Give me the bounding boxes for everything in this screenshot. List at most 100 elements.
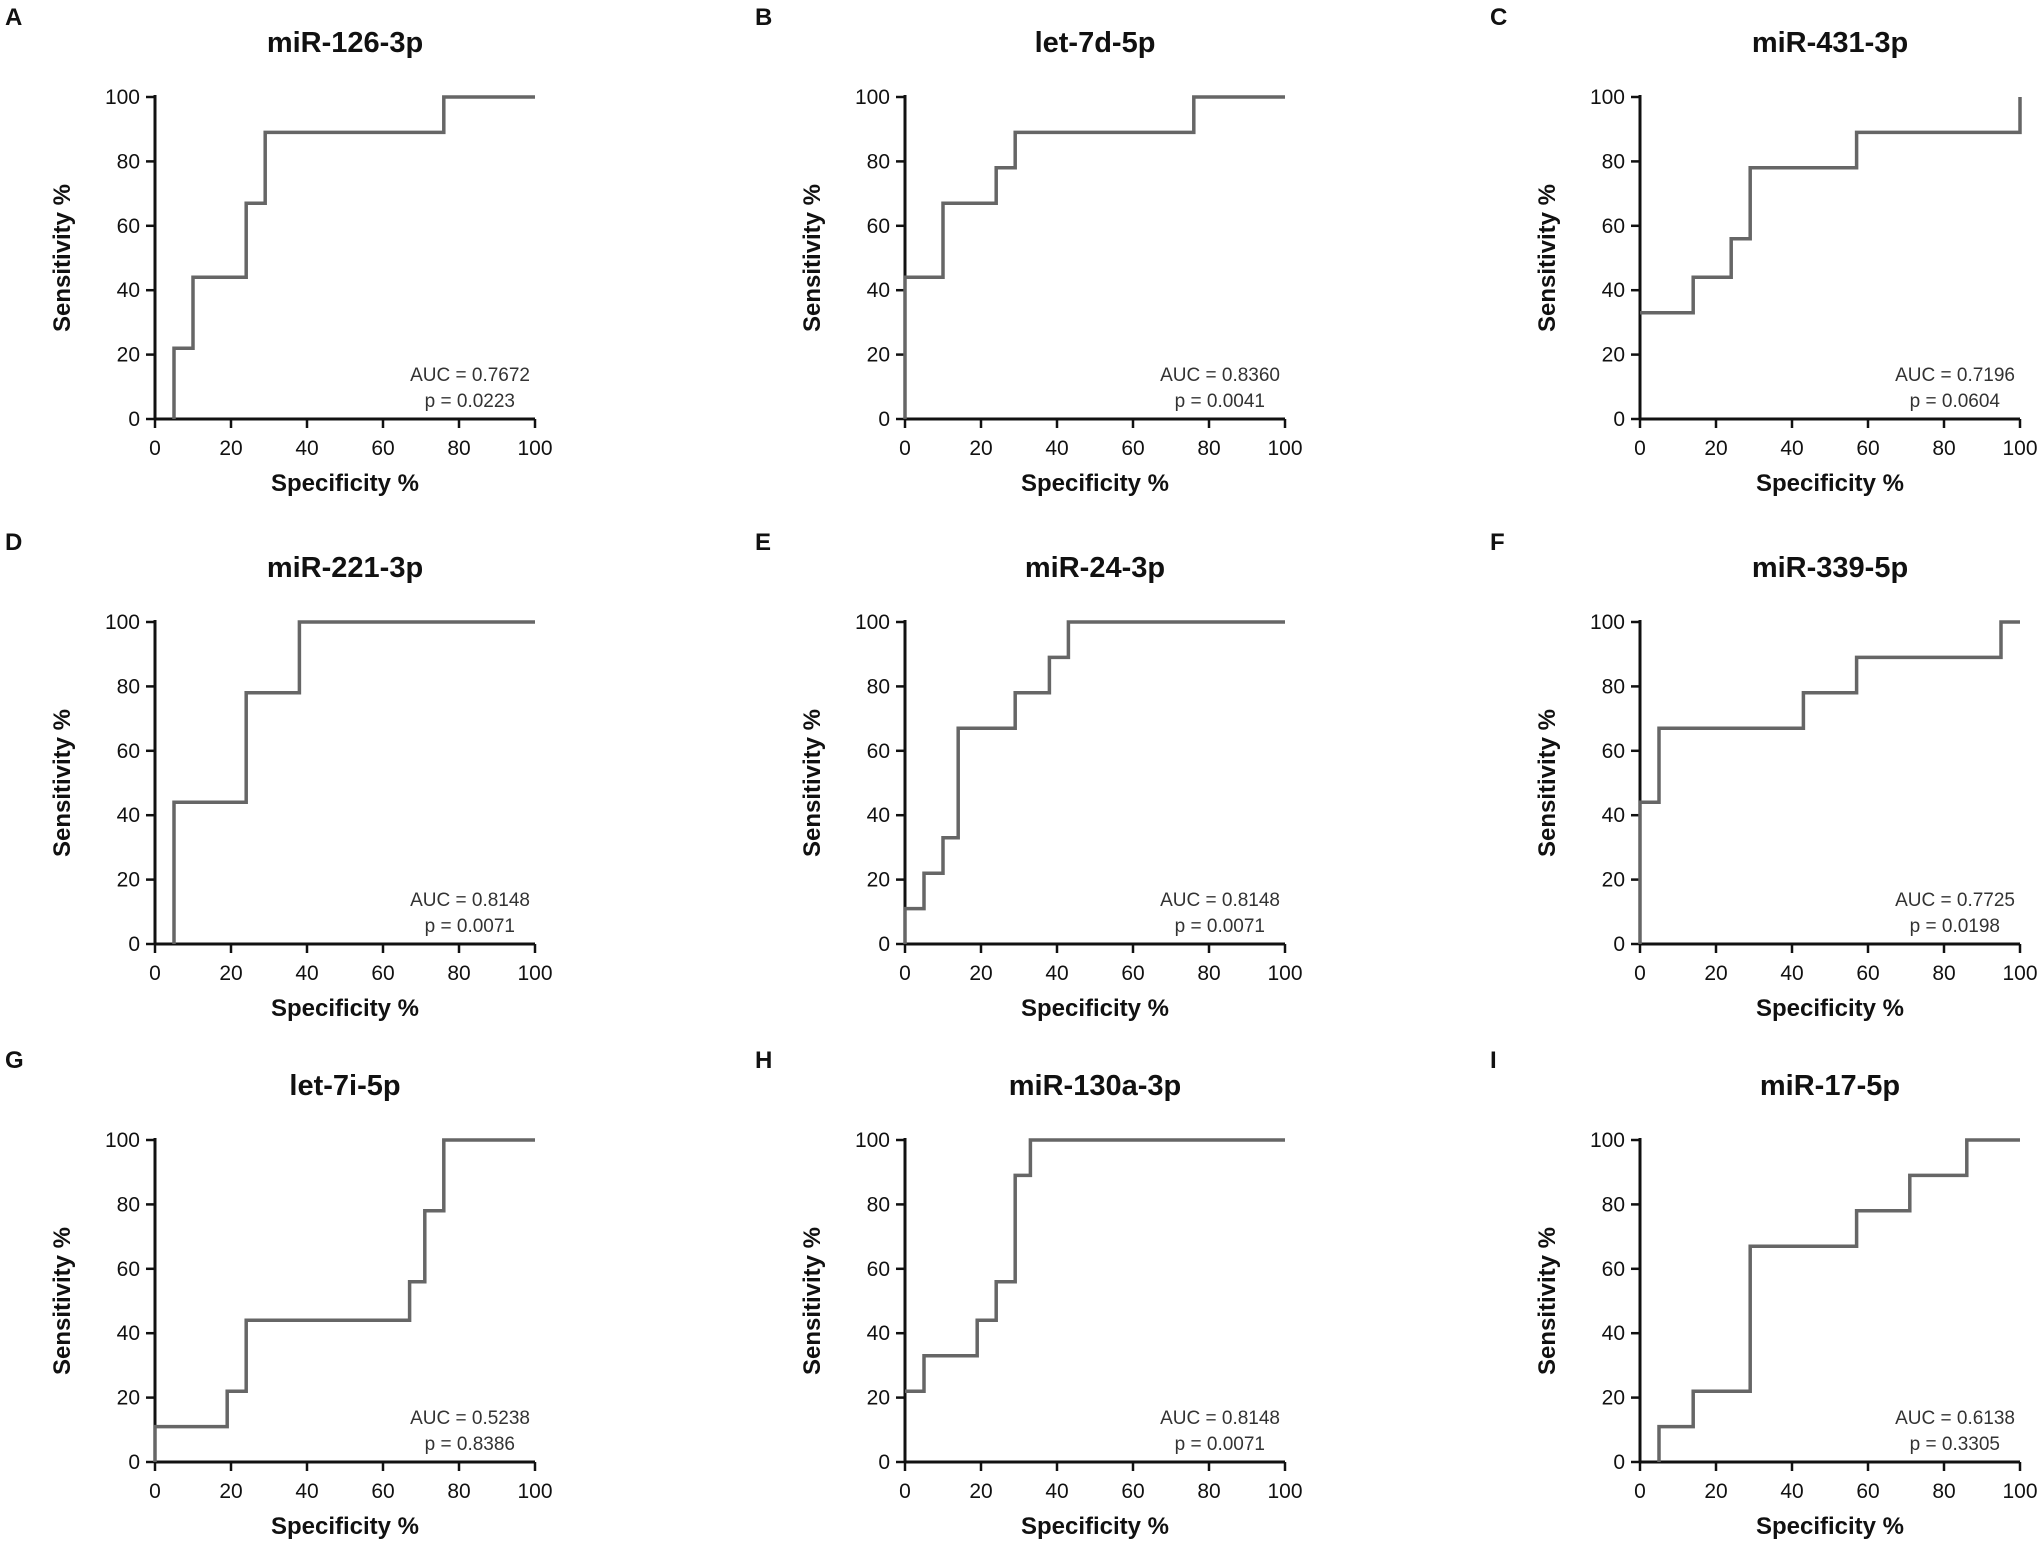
y-axis-label: Sensitivity % (799, 709, 826, 857)
y-tick-label: 100 (855, 86, 890, 109)
y-tick-label: 80 (117, 675, 140, 698)
y-tick-label: 0 (128, 408, 140, 431)
y-tick-label: 0 (1613, 408, 1625, 431)
y-tick-label: 60 (117, 1258, 140, 1281)
y-tick-label: 20 (867, 344, 890, 367)
auc-annotation: AUC = 0.8148 (410, 890, 530, 911)
y-tick-label: 0 (878, 933, 890, 956)
y-axis-label: Sensitivity % (799, 184, 826, 332)
x-tick-label: 20 (219, 962, 242, 985)
y-tick-label: 40 (117, 804, 140, 827)
panel-title: let-7i-5p (289, 1070, 400, 1102)
x-axis-label: Specificity % (1756, 995, 1904, 1022)
y-tick-label: 80 (117, 1193, 140, 1216)
y-tick-label: 40 (1602, 1322, 1625, 1345)
p-value-annotation: p = 0.8386 (425, 1434, 515, 1455)
roc-curve-line (172, 620, 535, 944)
x-tick-label: 80 (1932, 962, 1955, 985)
y-tick-label: 0 (878, 408, 890, 431)
y-tick-label: 100 (105, 611, 140, 634)
x-axis-label: Specificity % (271, 1513, 419, 1540)
y-tick-label: 100 (855, 1129, 890, 1152)
y-tick-label: 60 (117, 740, 140, 763)
x-tick-label: 20 (969, 437, 992, 460)
y-tick-label: 60 (1602, 740, 1625, 763)
y-tick-label: 60 (1602, 215, 1625, 238)
y-tick-label: 80 (867, 1193, 890, 1216)
y-tick-label: 20 (117, 344, 140, 367)
auc-annotation: AUC = 0.7196 (1895, 365, 2015, 386)
x-tick-label: 80 (447, 1480, 470, 1503)
x-tick-label: 100 (1267, 1480, 1302, 1503)
panel-letter: B (755, 4, 772, 31)
p-value-annotation: p = 0.3305 (1910, 1434, 2000, 1455)
panel-letter: E (755, 529, 771, 556)
y-tick-label: 40 (867, 279, 890, 302)
panel-title: miR-126-3p (267, 27, 423, 59)
auc-annotation: AUC = 0.8148 (1160, 1408, 1280, 1429)
panel-letter: F (1490, 529, 1505, 556)
p-value-annotation: p = 0.0198 (1910, 916, 2000, 937)
y-tick-label: 20 (1602, 344, 1625, 367)
x-tick-label: 0 (1634, 1480, 1646, 1503)
y-axis-label: Sensitivity % (49, 1227, 76, 1375)
y-tick-label: 100 (105, 1129, 140, 1152)
x-tick-label: 60 (1121, 962, 1144, 985)
x-tick-label: 80 (1197, 1480, 1220, 1503)
panel-title: miR-17-5p (1760, 1070, 1900, 1102)
x-tick-label: 80 (1197, 437, 1220, 460)
x-tick-label: 0 (899, 1480, 911, 1503)
x-tick-label: 60 (371, 1480, 394, 1503)
roc-curve-line (1657, 1138, 2020, 1462)
panel-letter: A (5, 4, 22, 31)
y-tick-label: 40 (117, 279, 140, 302)
x-tick-label: 100 (517, 962, 552, 985)
y-tick-label: 0 (878, 1451, 890, 1474)
p-value-annotation: p = 0.0071 (1175, 1434, 1265, 1455)
y-tick-label: 20 (867, 1387, 890, 1410)
y-tick-label: 100 (855, 611, 890, 634)
x-axis-label: Specificity % (271, 470, 419, 497)
roc-curve-line (1638, 620, 2020, 944)
x-tick-label: 80 (447, 437, 470, 460)
y-tick-label: 80 (867, 675, 890, 698)
y-axis-label: Sensitivity % (49, 184, 76, 332)
x-axis-label: Specificity % (271, 995, 419, 1022)
panel-letter: H (755, 1047, 772, 1074)
x-axis-label: Specificity % (1021, 1513, 1169, 1540)
x-tick-label: 40 (1780, 1480, 1803, 1503)
panel-title: let-7d-5p (1035, 27, 1156, 59)
x-tick-label: 0 (899, 962, 911, 985)
y-tick-label: 20 (117, 1387, 140, 1410)
x-tick-label: 0 (899, 437, 911, 460)
p-value-annotation: p = 0.0604 (1910, 391, 2001, 412)
auc-annotation: AUC = 0.5238 (410, 1408, 530, 1429)
x-tick-label: 20 (1704, 437, 1727, 460)
y-tick-label: 80 (117, 150, 140, 173)
y-tick-label: 80 (867, 150, 890, 173)
y-tick-label: 0 (128, 933, 140, 956)
y-axis-label: Sensitivity % (49, 709, 76, 857)
p-value-annotation: p = 0.0071 (425, 916, 515, 937)
panel-title: miR-130a-3p (1009, 1070, 1181, 1102)
y-tick-label: 100 (105, 86, 140, 109)
y-tick-label: 40 (867, 804, 890, 827)
x-tick-label: 20 (1704, 1480, 1727, 1503)
p-value-annotation: p = 0.0041 (1175, 391, 1265, 412)
roc-curve-line (172, 95, 535, 419)
x-tick-label: 40 (1045, 1480, 1068, 1503)
x-tick-label: 40 (1780, 962, 1803, 985)
roc-curve-line (153, 1138, 535, 1462)
y-tick-label: 40 (867, 1322, 890, 1345)
roc-curve-line (903, 620, 1285, 944)
x-axis-label: Specificity % (1021, 995, 1169, 1022)
x-tick-label: 100 (517, 437, 552, 460)
x-tick-label: 60 (371, 962, 394, 985)
x-tick-label: 80 (1932, 1480, 1955, 1503)
